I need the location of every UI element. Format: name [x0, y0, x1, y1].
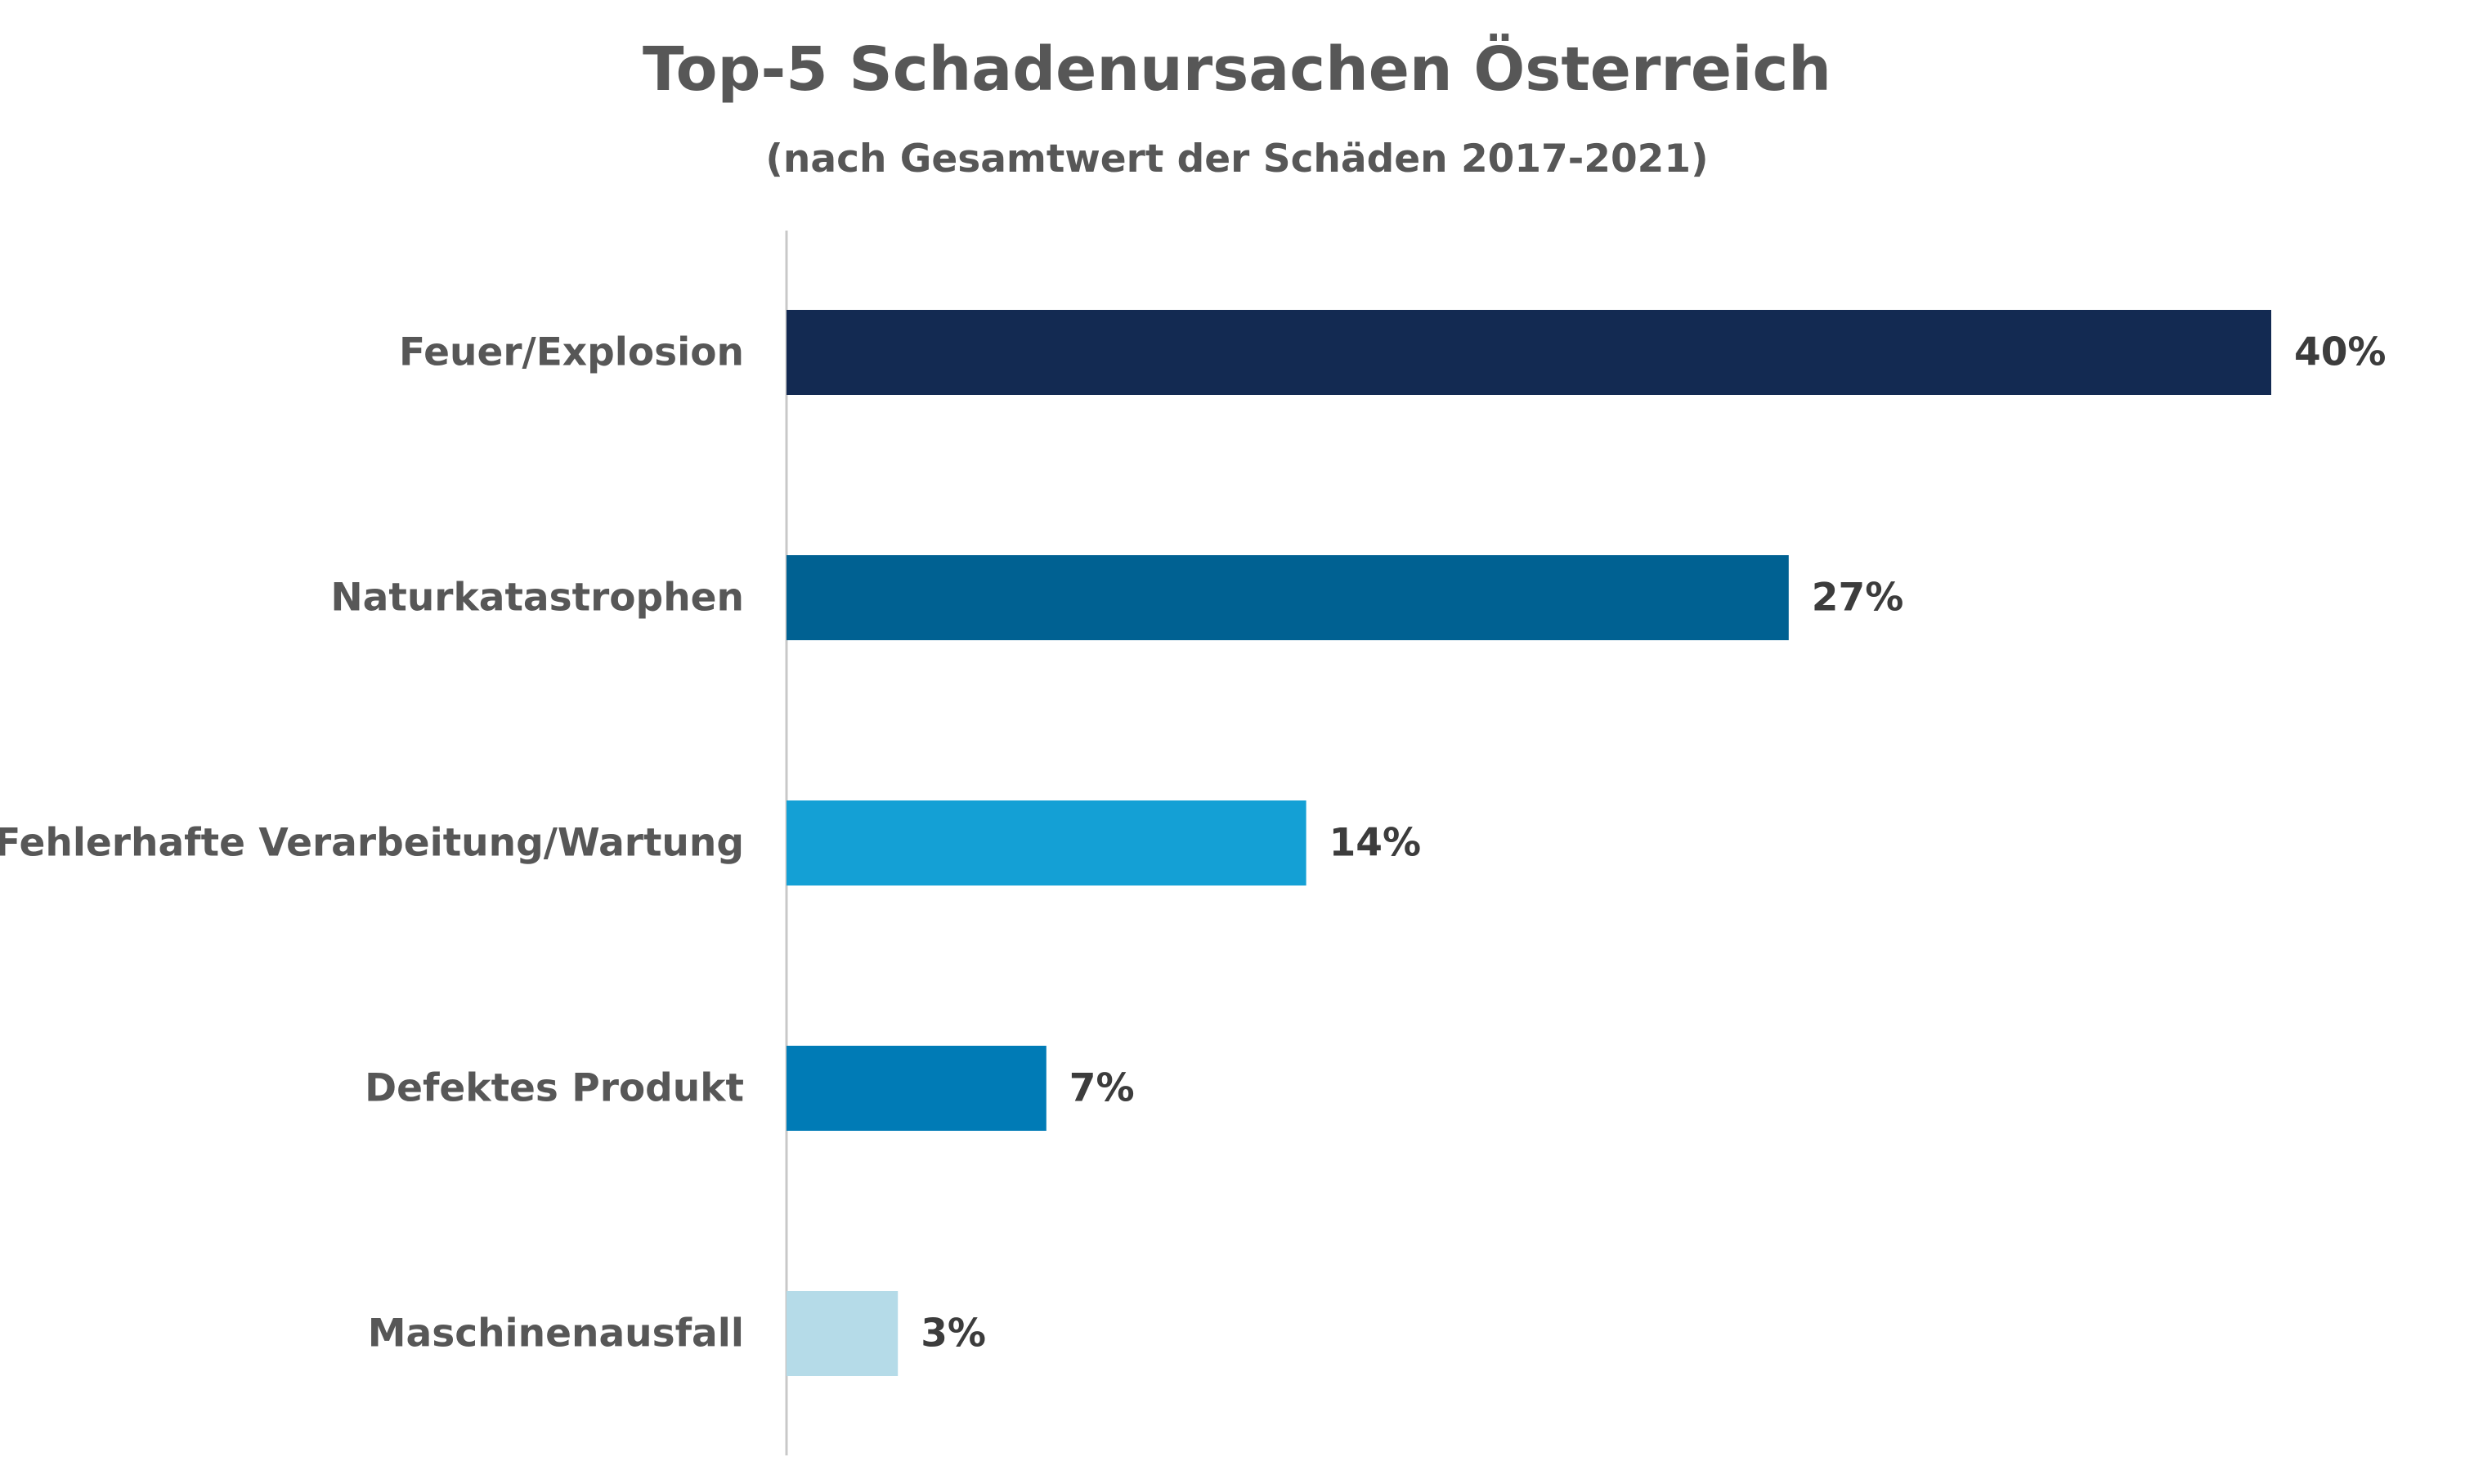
value-label-3: 14% — [1329, 821, 1422, 866]
bar-5 — [787, 1291, 899, 1376]
bars-group: Feuer/Explosion 40% Naturkatastrophen 27% Fe… — [0, 310, 2387, 1376]
bar-1 — [787, 310, 2271, 395]
bar-4 — [787, 1046, 1047, 1131]
category-label-5: Maschinenausfall — [368, 1311, 744, 1356]
chart-subtitle: (nach Gesamtwert der Schäden 2017-2021) — [765, 137, 1708, 182]
value-label-4: 7% — [1069, 1066, 1135, 1111]
bar-2 — [787, 555, 1789, 640]
category-label-3: Fehlerhafte Verarbeitung/Wartung — [0, 821, 744, 866]
value-label-2: 27% — [1812, 576, 1904, 621]
chart-title: Top-5 Schadenursachen Österreich — [643, 33, 1831, 105]
category-label-4: Defektes Produkt — [365, 1066, 744, 1111]
category-label-1: Feuer/Explosion — [399, 330, 744, 375]
value-label-5: 3% — [921, 1311, 986, 1356]
category-label-2: Naturkatastrophen — [330, 576, 744, 621]
value-label-1: 40% — [2294, 330, 2387, 375]
bar-3 — [787, 800, 1306, 885]
